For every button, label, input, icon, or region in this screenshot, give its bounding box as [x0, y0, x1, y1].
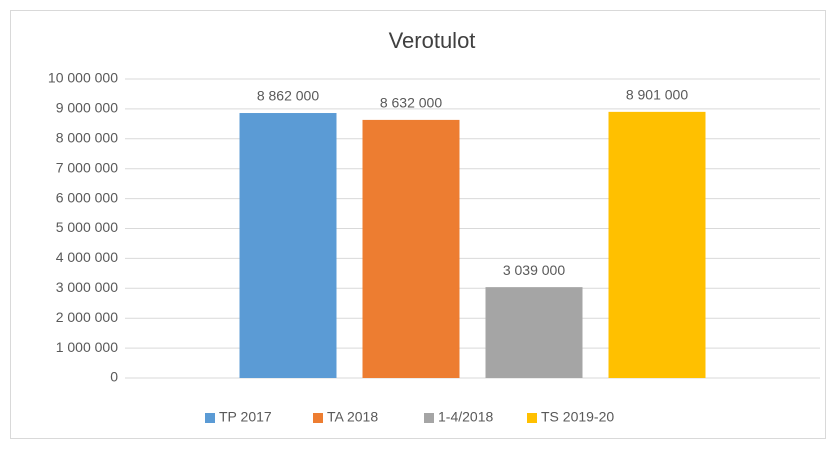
bar — [608, 111, 706, 378]
chart-title: Verotulot — [389, 28, 476, 53]
data-label: 8 901 000 — [626, 87, 688, 103]
y-tick-label: 0 — [110, 369, 118, 385]
bar — [485, 287, 583, 378]
legend-label: TP 2017 — [219, 409, 272, 425]
legend-swatch — [313, 413, 323, 423]
y-tick-label: 1 000 000 — [56, 339, 118, 355]
legend-swatch — [205, 413, 215, 423]
y-tick-label: 6 000 000 — [56, 189, 118, 205]
data-label: 3 039 000 — [503, 262, 565, 278]
y-tick-label: 9 000 000 — [56, 100, 118, 116]
y-tick-label: 5 000 000 — [56, 219, 118, 235]
y-tick-label: 10 000 000 — [48, 70, 118, 86]
legend-label: TA 2018 — [327, 409, 378, 425]
y-tick-label: 7 000 000 — [56, 159, 118, 175]
data-label: 8 862 000 — [257, 88, 319, 104]
legend-label: 1-4/2018 — [438, 409, 493, 425]
y-tick-label: 8 000 000 — [56, 130, 118, 146]
data-label: 8 632 000 — [380, 95, 442, 111]
bar — [239, 113, 337, 379]
y-tick-label: 4 000 000 — [56, 249, 118, 265]
legend-label: TS 2019-20 — [541, 409, 614, 425]
legend-swatch — [424, 413, 434, 423]
legend-swatch — [527, 413, 537, 423]
bar — [362, 119, 460, 378]
y-tick-label: 3 000 000 — [56, 279, 118, 295]
y-tick-label: 2 000 000 — [56, 309, 118, 325]
